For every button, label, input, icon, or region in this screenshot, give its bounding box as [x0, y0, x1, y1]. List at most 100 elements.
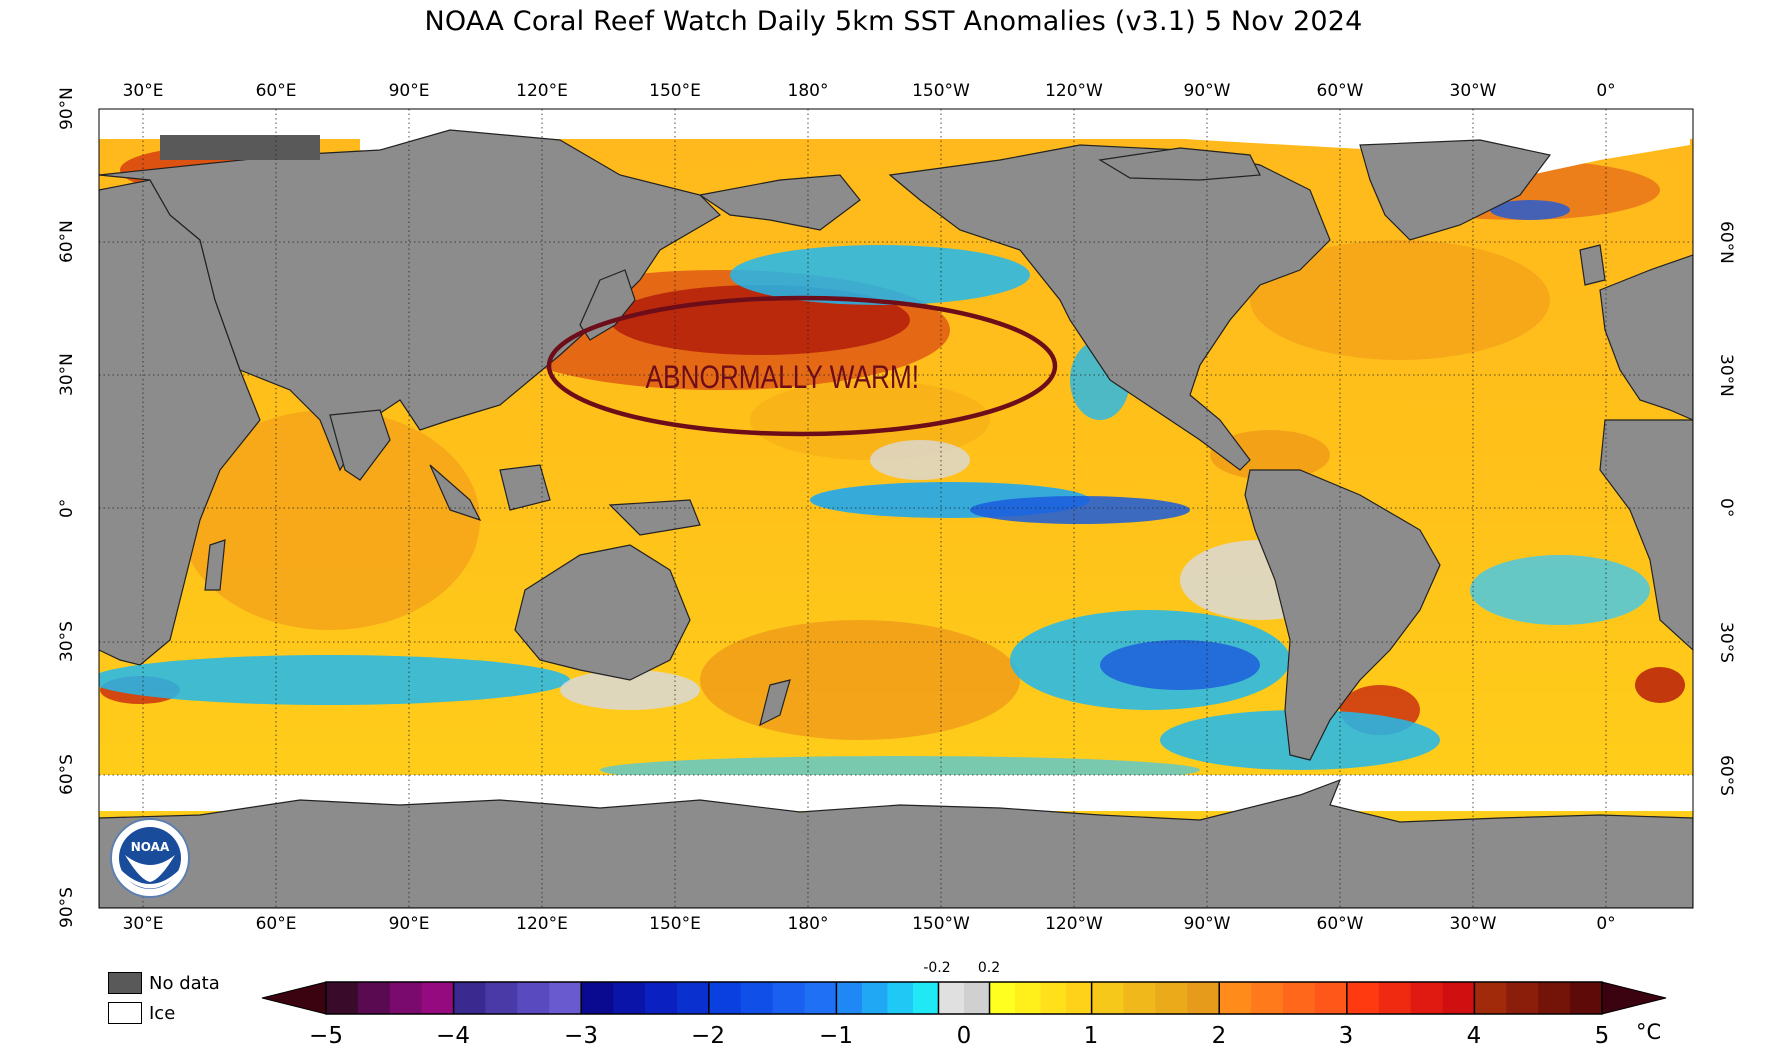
lon-label: 0°: [1596, 81, 1616, 101]
map-title: NOAA Coral Reef Watch Daily 5km SST Anom…: [424, 6, 1363, 37]
lon-label: 120°E: [516, 914, 568, 934]
colorbar-tick: −2: [691, 1023, 725, 1049]
annotation-text: ABNORMALLY WARM!: [646, 361, 920, 396]
colorbar-segment: [1506, 982, 1539, 1014]
lat-label: 90°N: [57, 87, 77, 131]
colorbar-segment: [1123, 982, 1156, 1014]
colorbar-segment: [1442, 982, 1475, 1014]
colorbar-tick: 0: [956, 1023, 972, 1049]
madagascar: [204, 539, 226, 591]
colorbar-segment: [1155, 982, 1188, 1014]
sumatra: [429, 464, 482, 522]
colorbar-segment: [1570, 982, 1603, 1014]
colorbar-outline: [325, 981, 1603, 1015]
new-zealand: [759, 679, 791, 727]
colorbar-segment: [836, 982, 863, 1014]
lon-label: 150°W: [912, 81, 970, 101]
colorbar-extend-high: [1601, 981, 1667, 1015]
colorbar-extend-low: [261, 981, 327, 1015]
lat-label: 30°N: [57, 353, 77, 397]
borneo: [499, 464, 551, 511]
colorbar-segment: [1066, 982, 1093, 1014]
colorbar-segment: [1219, 982, 1252, 1014]
colorbar-segment: [613, 982, 646, 1014]
lat-label: 90°S: [57, 887, 77, 929]
lon-label: 150°W: [912, 914, 970, 934]
arctic-islands: [1098, 147, 1261, 181]
europe: [1599, 254, 1693, 421]
africa-west: [1599, 419, 1693, 651]
graticule: [99, 109, 1693, 908]
colorbar-segment: [645, 982, 678, 1014]
colorbar-segment: [861, 982, 888, 1014]
colorbar-segment: [1283, 982, 1316, 1014]
colorbar-segment: [389, 982, 423, 1014]
land-masses: [99, 129, 1693, 908]
colorbar-segment: [938, 982, 965, 1014]
colorbar-segment: [912, 982, 939, 1014]
colorbar-segment: [1251, 982, 1284, 1014]
north-america: [888, 144, 1331, 471]
lat-label: 60°S: [57, 754, 77, 796]
colorbar-segment: [581, 982, 614, 1014]
colorbar-tick: −1: [819, 1023, 853, 1049]
eurasia: [99, 129, 721, 472]
ice-label: Ice: [149, 1003, 176, 1024]
lon-label: 180°: [787, 914, 829, 934]
colorbar-segment: [1474, 982, 1507, 1014]
colorbar: [261, 981, 1667, 1015]
colorbar-small-tick: 0.2: [977, 960, 1001, 976]
lon-label: 30°W: [1449, 914, 1497, 934]
lon-label: 150°E: [649, 914, 701, 934]
colorbar-segment: [453, 982, 486, 1014]
lon-label: 120°W: [1045, 81, 1103, 101]
new-guinea: [608, 499, 701, 536]
australia: [514, 544, 691, 681]
japan: [579, 269, 636, 341]
map-frame: [98, 108, 1694, 909]
lat-label: 30°N: [1716, 353, 1736, 397]
lat-label: 60°N: [57, 220, 77, 264]
lon-label: 90°E: [388, 81, 430, 101]
colorbar-tick: 1: [1083, 1023, 1099, 1049]
colorbar-segment: [1346, 982, 1380, 1014]
uk: [1579, 244, 1606, 286]
colorbar-segment: [549, 982, 582, 1014]
lon-label: 60°W: [1316, 914, 1364, 934]
lon-label: 90°W: [1183, 81, 1231, 101]
colorbar-tick: −4: [436, 1023, 470, 1049]
no-data-region: [160, 135, 320, 160]
lat-label: 0°: [57, 498, 77, 518]
colorbar-segment: [887, 982, 914, 1014]
lon-label: 60°E: [255, 81, 297, 101]
colorbar-segment: [357, 982, 391, 1014]
lon-label: 120°W: [1045, 914, 1103, 934]
colorbar-segment: [676, 982, 710, 1014]
lon-label: 0°: [1596, 914, 1616, 934]
colorbar-tick: 4: [1466, 1023, 1482, 1049]
colorbar-tick: 3: [1338, 1023, 1354, 1049]
colorbar-tick: −5: [309, 1023, 343, 1049]
colorbar-segment: [1538, 982, 1571, 1014]
lon-label: 90°E: [388, 914, 430, 934]
colorbar-segment: [517, 982, 550, 1014]
lat-label: 30°S: [1716, 621, 1736, 663]
colorbar-unit: °C: [1636, 1020, 1662, 1044]
colorbar-segment: [772, 982, 805, 1014]
lat-label: 30°S: [57, 621, 77, 663]
lon-label: 30°E: [122, 81, 164, 101]
india: [329, 409, 391, 481]
colorbar-segment: [1410, 982, 1443, 1014]
lon-label: 30°E: [122, 914, 164, 934]
colorbar-segment: [708, 982, 742, 1014]
no-data-swatch: [108, 972, 142, 994]
colorbar-segment: [804, 982, 837, 1014]
lon-label: 180°: [787, 81, 829, 101]
colorbar-tick: 2: [1211, 1023, 1227, 1049]
greenland: [1359, 139, 1552, 241]
antarctica: [99, 778, 1693, 908]
noaa-logo-text: NOAA: [131, 840, 170, 854]
colorbar-segment: [1015, 982, 1042, 1014]
colorbar-segment: [485, 982, 518, 1014]
